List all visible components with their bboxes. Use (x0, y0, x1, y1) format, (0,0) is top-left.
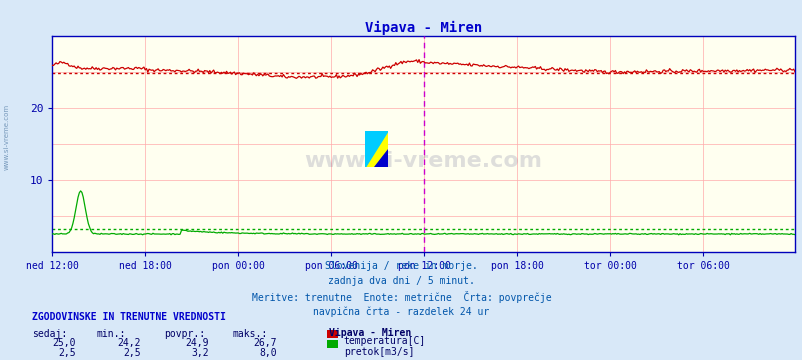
Text: ZGODOVINSKE IN TRENUTNE VREDNOSTI: ZGODOVINSKE IN TRENUTNE VREDNOSTI (32, 312, 225, 322)
Text: 2,5: 2,5 (123, 348, 140, 358)
Polygon shape (365, 131, 387, 167)
Polygon shape (374, 149, 387, 167)
Text: 26,7: 26,7 (253, 338, 277, 348)
Text: Meritve: trenutne  Enote: metrične  Črta: povprečje: Meritve: trenutne Enote: metrične Črta: … (251, 291, 551, 303)
Text: 2,5: 2,5 (59, 348, 76, 358)
Text: zadnja dva dni / 5 minut.: zadnja dva dni / 5 minut. (328, 276, 474, 286)
Text: sedaj:: sedaj: (32, 329, 67, 339)
Text: maks.:: maks.: (233, 329, 268, 339)
Text: 8,0: 8,0 (259, 348, 277, 358)
Polygon shape (365, 131, 387, 167)
Text: navpična črta - razdelek 24 ur: navpična črta - razdelek 24 ur (313, 306, 489, 317)
Text: 25,0: 25,0 (53, 338, 76, 348)
Text: 24,9: 24,9 (185, 338, 209, 348)
Text: Slovenija / reke in morje.: Slovenija / reke in morje. (325, 261, 477, 271)
Text: www.si-vreme.com: www.si-vreme.com (304, 151, 542, 171)
Text: Vipava - Miren: Vipava - Miren (329, 328, 411, 338)
Text: temperatura[C]: temperatura[C] (343, 336, 425, 346)
Text: 24,2: 24,2 (117, 338, 140, 348)
Text: pretok[m3/s]: pretok[m3/s] (343, 347, 414, 357)
Text: www.si-vreme.com: www.si-vreme.com (3, 104, 10, 170)
Text: povpr.:: povpr.: (164, 329, 205, 339)
Text: min.:: min.: (96, 329, 126, 339)
Title: Vipava - Miren: Vipava - Miren (364, 21, 482, 35)
Text: 3,2: 3,2 (191, 348, 209, 358)
